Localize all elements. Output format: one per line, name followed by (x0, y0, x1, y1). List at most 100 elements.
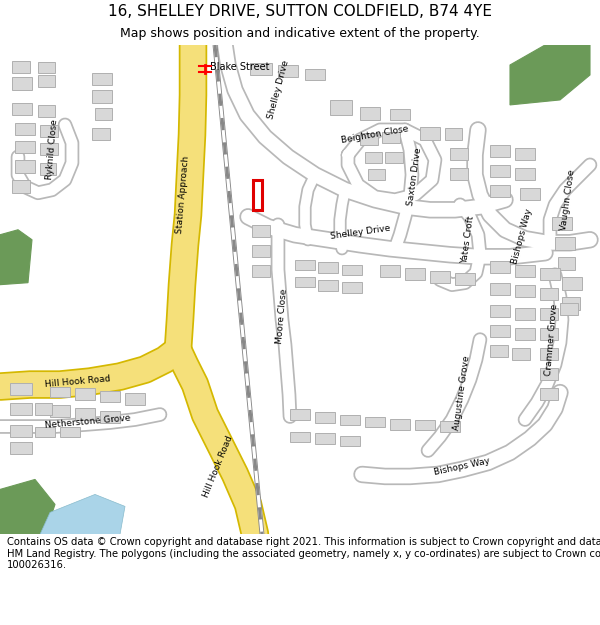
Text: Vaughn Close: Vaughn Close (559, 169, 577, 231)
Polygon shape (365, 152, 382, 163)
Polygon shape (38, 75, 55, 87)
Text: Blake Street: Blake Street (210, 62, 269, 72)
Polygon shape (15, 123, 35, 135)
Polygon shape (440, 421, 460, 431)
Polygon shape (278, 65, 298, 77)
Polygon shape (252, 265, 270, 277)
Polygon shape (0, 479, 55, 534)
Polygon shape (12, 180, 30, 192)
Polygon shape (15, 160, 35, 173)
Polygon shape (50, 387, 70, 396)
Text: Bishops Way: Bishops Way (433, 456, 491, 477)
Polygon shape (515, 308, 535, 319)
Polygon shape (540, 388, 558, 399)
Polygon shape (445, 128, 462, 140)
Polygon shape (510, 45, 590, 105)
Polygon shape (315, 432, 335, 444)
Polygon shape (92, 90, 112, 103)
Polygon shape (38, 62, 55, 73)
Polygon shape (295, 277, 315, 287)
Polygon shape (430, 271, 450, 282)
Text: Yates Croft: Yates Croft (460, 215, 476, 264)
Polygon shape (10, 402, 32, 414)
Polygon shape (490, 145, 510, 157)
Polygon shape (92, 128, 110, 140)
Polygon shape (415, 419, 435, 429)
Polygon shape (380, 265, 400, 277)
Text: Beighton Close: Beighton Close (341, 124, 409, 145)
Text: 16, SHELLEY DRIVE, SUTTON COLDFIELD, B74 4YE: 16, SHELLEY DRIVE, SUTTON COLDFIELD, B74… (108, 4, 492, 19)
Polygon shape (405, 268, 425, 280)
Polygon shape (12, 61, 30, 73)
Polygon shape (318, 280, 338, 291)
Polygon shape (100, 411, 120, 422)
Text: Crammer Grove: Crammer Grove (544, 303, 560, 376)
Polygon shape (450, 148, 468, 160)
Text: Saxton Drive: Saxton Drive (406, 147, 424, 206)
Polygon shape (318, 262, 338, 272)
Text: Moore Close: Moore Close (275, 289, 289, 344)
Polygon shape (368, 169, 385, 180)
Polygon shape (340, 436, 360, 446)
Polygon shape (10, 382, 32, 394)
Polygon shape (552, 217, 572, 230)
Polygon shape (515, 265, 535, 277)
Text: Augustine Grove: Augustine Grove (452, 354, 472, 431)
Polygon shape (365, 416, 385, 426)
Polygon shape (290, 431, 310, 442)
Polygon shape (35, 426, 55, 436)
Polygon shape (490, 165, 510, 177)
Polygon shape (490, 261, 510, 272)
Polygon shape (360, 133, 378, 145)
Text: Bishops Way: Bishops Way (510, 208, 534, 266)
Polygon shape (15, 141, 35, 153)
Text: Contains OS data © Crown copyright and database right 2021. This information is : Contains OS data © Crown copyright and d… (7, 537, 600, 570)
Polygon shape (252, 245, 270, 257)
Polygon shape (250, 63, 272, 75)
Polygon shape (305, 69, 325, 80)
Polygon shape (540, 308, 558, 319)
Text: Hill Hook Road: Hill Hook Road (45, 374, 111, 389)
Polygon shape (382, 132, 400, 143)
Polygon shape (558, 257, 575, 270)
Text: Station Approach: Station Approach (175, 156, 191, 234)
Polygon shape (512, 348, 530, 359)
Polygon shape (290, 409, 310, 419)
Polygon shape (555, 237, 575, 250)
Polygon shape (450, 168, 468, 180)
Polygon shape (540, 328, 558, 339)
Polygon shape (95, 108, 112, 120)
Polygon shape (40, 125, 58, 137)
Polygon shape (515, 148, 535, 160)
Polygon shape (560, 302, 578, 314)
Polygon shape (125, 392, 145, 404)
Polygon shape (330, 100, 352, 115)
Polygon shape (35, 402, 52, 414)
Polygon shape (420, 127, 440, 140)
Polygon shape (340, 414, 360, 424)
Polygon shape (360, 107, 380, 120)
Polygon shape (342, 265, 362, 275)
Polygon shape (562, 277, 582, 290)
Polygon shape (92, 73, 112, 85)
Text: Shelley Drive: Shelley Drive (329, 224, 391, 241)
Polygon shape (515, 285, 535, 297)
Text: Netherstone Grove: Netherstone Grove (45, 413, 131, 430)
Polygon shape (390, 109, 410, 120)
Polygon shape (520, 188, 540, 200)
Polygon shape (10, 442, 32, 454)
Polygon shape (455, 272, 475, 285)
Polygon shape (515, 328, 535, 339)
Polygon shape (60, 426, 80, 436)
Text: Shelley Drive: Shelley Drive (266, 59, 290, 121)
Polygon shape (295, 260, 315, 270)
Text: Hill Hook Road: Hill Hook Road (202, 434, 235, 499)
Polygon shape (10, 424, 32, 436)
Text: Ryknild Close: Ryknild Close (45, 119, 59, 181)
Polygon shape (0, 230, 32, 285)
Polygon shape (75, 388, 95, 399)
Polygon shape (490, 344, 508, 357)
Polygon shape (515, 168, 535, 180)
Polygon shape (390, 419, 410, 429)
Polygon shape (12, 103, 32, 115)
